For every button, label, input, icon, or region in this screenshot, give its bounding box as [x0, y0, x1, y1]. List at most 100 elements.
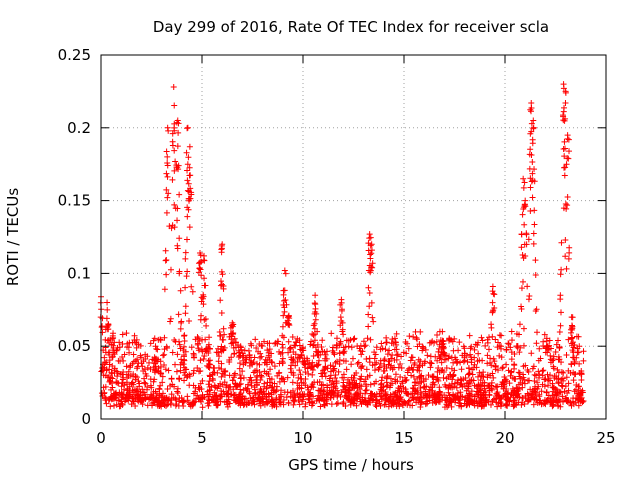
data-point [296, 401, 303, 408]
data-point [392, 339, 399, 345]
data-point [195, 335, 202, 342]
data-point [185, 206, 192, 213]
data-point [347, 399, 354, 406]
data-point [563, 351, 570, 358]
data-point [519, 384, 526, 391]
data-point [308, 402, 315, 409]
data-point [181, 398, 188, 405]
data-point [184, 372, 191, 379]
data-point [202, 316, 209, 323]
data-point [277, 391, 284, 398]
data-point [220, 282, 227, 289]
data-point [507, 344, 514, 351]
data-point [319, 348, 326, 355]
data-point [321, 355, 328, 362]
data-point [527, 146, 534, 153]
data-point [116, 339, 123, 346]
data-point [292, 362, 299, 369]
data-point [545, 382, 552, 389]
data-point [565, 387, 572, 394]
data-point [393, 352, 400, 359]
data-point [154, 346, 161, 353]
data-point [496, 332, 503, 339]
data-point [198, 398, 205, 405]
data-point [488, 379, 495, 386]
data-point [157, 382, 164, 389]
data-point [311, 331, 318, 338]
data-point [175, 166, 182, 173]
data-point [159, 390, 166, 397]
data-point [549, 401, 556, 408]
data-point [429, 373, 436, 380]
data-point [146, 396, 153, 403]
data-point [362, 342, 369, 349]
data-point [570, 377, 577, 384]
data-point [155, 365, 162, 372]
data-point [280, 334, 287, 341]
data-point [321, 401, 328, 408]
data-point [181, 357, 188, 364]
data-point [253, 376, 260, 383]
data-point [476, 369, 483, 376]
data-point [368, 299, 375, 306]
data-point [135, 391, 142, 398]
data-point [172, 361, 179, 368]
data-point [218, 268, 225, 275]
data-point [104, 299, 111, 306]
data-point [200, 394, 207, 401]
data-point [478, 334, 485, 341]
data-point [420, 384, 427, 391]
data-point [439, 394, 446, 401]
data-point [474, 341, 481, 348]
data-point [287, 389, 294, 396]
data-point [526, 165, 533, 172]
data-point [216, 353, 223, 360]
x-tick-label: 10 [293, 429, 312, 447]
data-point [460, 376, 467, 383]
data-point [162, 366, 169, 373]
data-point [329, 378, 336, 385]
data-point [171, 167, 178, 174]
data-point [561, 117, 568, 124]
data-point [237, 380, 244, 387]
data-point [373, 344, 380, 351]
chart-title: Day 299 of 2016, Rate Of TEC Index for r… [153, 18, 549, 36]
data-point [153, 345, 160, 352]
data-point [135, 378, 142, 385]
data-point [551, 384, 558, 391]
data-point [175, 402, 182, 409]
data-point [279, 323, 286, 330]
data-point [394, 351, 401, 358]
data-point [390, 390, 397, 397]
data-point [377, 402, 384, 409]
data-point [524, 377, 531, 384]
data-point [580, 348, 587, 355]
data-point [227, 324, 234, 331]
data-point [322, 373, 329, 380]
data-point [280, 302, 287, 309]
data-point [363, 356, 370, 363]
data-point [190, 390, 197, 397]
data-point [466, 370, 473, 377]
data-point [248, 382, 255, 389]
data-point [231, 350, 238, 357]
data-point [555, 337, 562, 344]
data-point [429, 399, 436, 406]
data-point [174, 242, 181, 249]
data-point [498, 332, 505, 339]
data-point [159, 373, 166, 380]
data-point [540, 338, 547, 345]
data-point [465, 380, 472, 387]
data-point [151, 335, 158, 342]
data-point [190, 382, 197, 389]
data-point [184, 177, 191, 184]
data-point [245, 347, 252, 354]
data-point [365, 311, 372, 318]
data-point [296, 342, 303, 349]
data-point [362, 376, 369, 383]
data-point [177, 325, 184, 332]
data-point [126, 349, 133, 356]
data-point [518, 401, 525, 408]
data-point [276, 394, 283, 401]
data-point [381, 356, 388, 363]
